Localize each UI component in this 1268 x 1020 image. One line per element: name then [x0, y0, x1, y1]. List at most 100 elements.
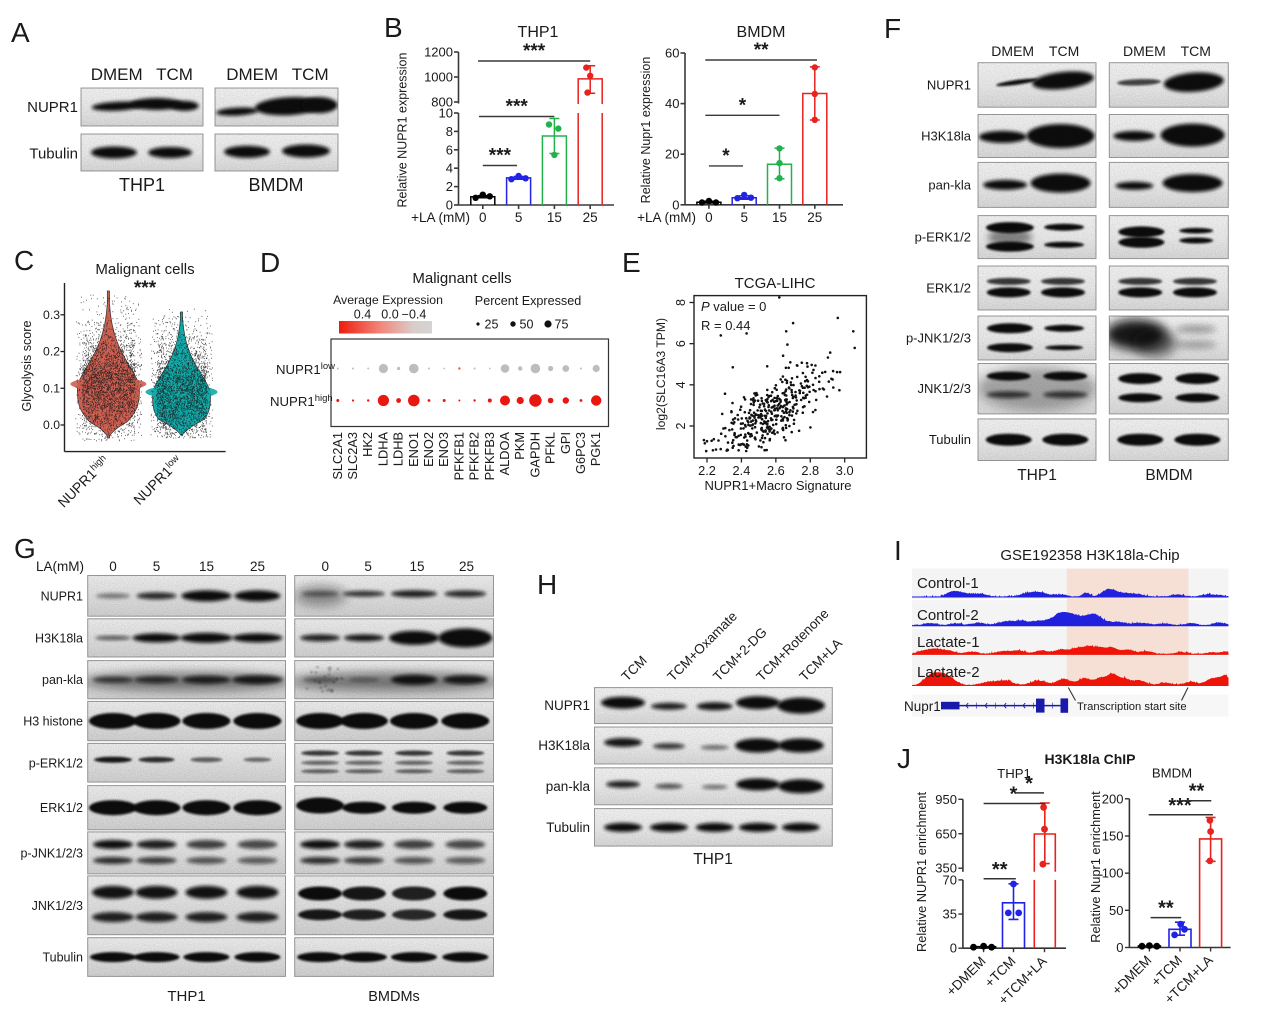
svg-text:Tubulin: Tubulin [929, 432, 971, 447]
svg-text:TCM: TCM [1181, 43, 1211, 59]
svg-text:NUPR1low: NUPR1low [276, 361, 335, 377]
svg-text:1200: 1200 [424, 45, 453, 60]
svg-text:4: 4 [446, 161, 453, 176]
svg-text:Nupr1: Nupr1 [904, 699, 941, 714]
svg-text:50: 50 [1109, 903, 1123, 918]
svg-text:40: 40 [665, 96, 679, 111]
svg-text:25: 25 [807, 210, 822, 225]
svg-text:3.0: 3.0 [836, 463, 854, 478]
svg-text:0: 0 [950, 941, 957, 956]
svg-text:ERK1/2: ERK1/2 [40, 801, 83, 815]
svg-text:***: *** [489, 146, 512, 167]
svg-text:200: 200 [1102, 791, 1124, 806]
svg-text:BMDM: BMDM [1145, 467, 1192, 484]
svg-text:NUPR1: NUPR1 [27, 99, 78, 116]
svg-text:THP1: THP1 [693, 851, 733, 868]
svg-text:Malignant cells: Malignant cells [95, 261, 194, 278]
svg-text:150: 150 [1102, 828, 1124, 843]
svg-text:PFKL: PFKL [543, 432, 558, 464]
svg-text:P value = 0: P value = 0 [701, 299, 766, 314]
svg-text:100: 100 [1102, 866, 1124, 881]
svg-text:PFKFB2: PFKFB2 [467, 432, 482, 480]
svg-text:F: F [884, 13, 901, 44]
svg-text:E: E [622, 247, 641, 278]
svg-text:1000: 1000 [424, 70, 453, 85]
svg-text:p-JNK1/2/3: p-JNK1/2/3 [20, 846, 83, 860]
svg-text:**: ** [1158, 898, 1174, 920]
svg-text:5: 5 [515, 210, 523, 225]
svg-text:25: 25 [583, 210, 598, 225]
svg-text:H3K18la: H3K18la [921, 129, 972, 144]
svg-text:H3 histone: H3 histone [23, 715, 83, 729]
svg-text:***: *** [506, 97, 529, 118]
svg-text:ENO2: ENO2 [421, 432, 436, 467]
svg-text:GSE192358 H3K18la-Chip: GSE192358 H3K18la-Chip [1000, 547, 1179, 564]
svg-text:Control-1: Control-1 [917, 575, 979, 592]
svg-text:Percent Expressed: Percent Expressed [475, 294, 581, 308]
svg-text:H3K18la: H3K18la [35, 631, 83, 645]
svg-text:***: *** [134, 278, 157, 299]
svg-text:Tubulin: Tubulin [546, 820, 590, 835]
svg-text:log2(SLC16A3 TPM): log2(SLC16A3 TPM) [654, 318, 668, 430]
svg-text:0.1: 0.1 [43, 381, 60, 395]
svg-text:75: 75 [555, 318, 569, 332]
svg-text:Relative NUPR1 enrichment: Relative NUPR1 enrichment [914, 792, 929, 952]
svg-text:R = 0.44: R = 0.44 [701, 318, 751, 333]
svg-text:*: * [1010, 784, 1018, 806]
svg-text:PFKFB1: PFKFB1 [451, 432, 466, 480]
svg-text:TCM: TCM [292, 65, 329, 84]
svg-text:SLC2A1: SLC2A1 [330, 432, 345, 480]
svg-text:0: 0 [1116, 940, 1123, 955]
svg-text:25: 25 [250, 559, 265, 574]
svg-text:NUPR1: NUPR1 [544, 698, 590, 713]
svg-text:20: 20 [665, 147, 679, 162]
svg-text:Relative NUPR1 expression: Relative NUPR1 expression [396, 52, 410, 207]
svg-text:+LA (mM): +LA (mM) [637, 210, 696, 225]
svg-text:Lactate-2: Lactate-2 [917, 664, 980, 681]
svg-text:70: 70 [943, 872, 957, 887]
svg-text:950: 950 [935, 792, 957, 807]
svg-text:ENO3: ENO3 [436, 432, 451, 467]
svg-text:G6PC3: G6PC3 [573, 432, 588, 474]
svg-text:pan-kla: pan-kla [42, 673, 83, 687]
svg-text:C: C [14, 245, 34, 276]
svg-text:D: D [260, 247, 280, 278]
svg-text:J: J [897, 743, 911, 774]
svg-text:15: 15 [772, 210, 787, 225]
svg-text:PGK1: PGK1 [588, 432, 603, 466]
svg-text:SLC2A3: SLC2A3 [345, 432, 360, 480]
svg-text:50: 50 [520, 318, 534, 332]
svg-text:Relative Nupr1 expression: Relative Nupr1 expression [639, 57, 653, 204]
svg-text:0: 0 [446, 198, 453, 213]
svg-text:8: 8 [674, 299, 688, 306]
svg-text:0.0: 0.0 [43, 418, 60, 432]
svg-text:**: ** [754, 40, 769, 61]
svg-text:5: 5 [364, 559, 372, 574]
svg-text:15: 15 [547, 210, 562, 225]
svg-text:2.2: 2.2 [698, 463, 716, 478]
svg-text:p-JNK1/2/3: p-JNK1/2/3 [906, 331, 971, 346]
svg-text:TCM: TCM [156, 65, 193, 84]
svg-text:2.6: 2.6 [767, 463, 785, 478]
svg-text:ENO1: ENO1 [406, 432, 421, 467]
svg-text:THP1: THP1 [167, 988, 205, 1005]
svg-text:*: * [1025, 773, 1033, 795]
svg-text:LDHB: LDHB [391, 432, 406, 466]
svg-text:H3K18la ChIP: H3K18la ChIP [1044, 751, 1135, 767]
svg-text:pan-kla: pan-kla [546, 779, 591, 794]
svg-text:15: 15 [409, 559, 424, 574]
svg-text:NUPR1+Macro Signature: NUPR1+Macro Signature [704, 478, 851, 493]
svg-text:H3K18la: H3K18la [538, 738, 590, 753]
svg-text:LA(mM): LA(mM) [36, 559, 84, 574]
svg-text:BMDM: BMDM [737, 24, 786, 41]
svg-text:6: 6 [674, 340, 688, 347]
svg-text:**: ** [992, 859, 1008, 881]
svg-text:0.3: 0.3 [43, 308, 60, 322]
svg-text:10: 10 [439, 106, 453, 121]
svg-text:Lactate-1: Lactate-1 [917, 634, 980, 651]
svg-text:B: B [384, 12, 403, 43]
svg-text:BMDM: BMDM [249, 175, 304, 195]
svg-text:0: 0 [672, 197, 679, 212]
svg-text:LDHA: LDHA [375, 432, 390, 467]
svg-text:5: 5 [740, 210, 748, 225]
